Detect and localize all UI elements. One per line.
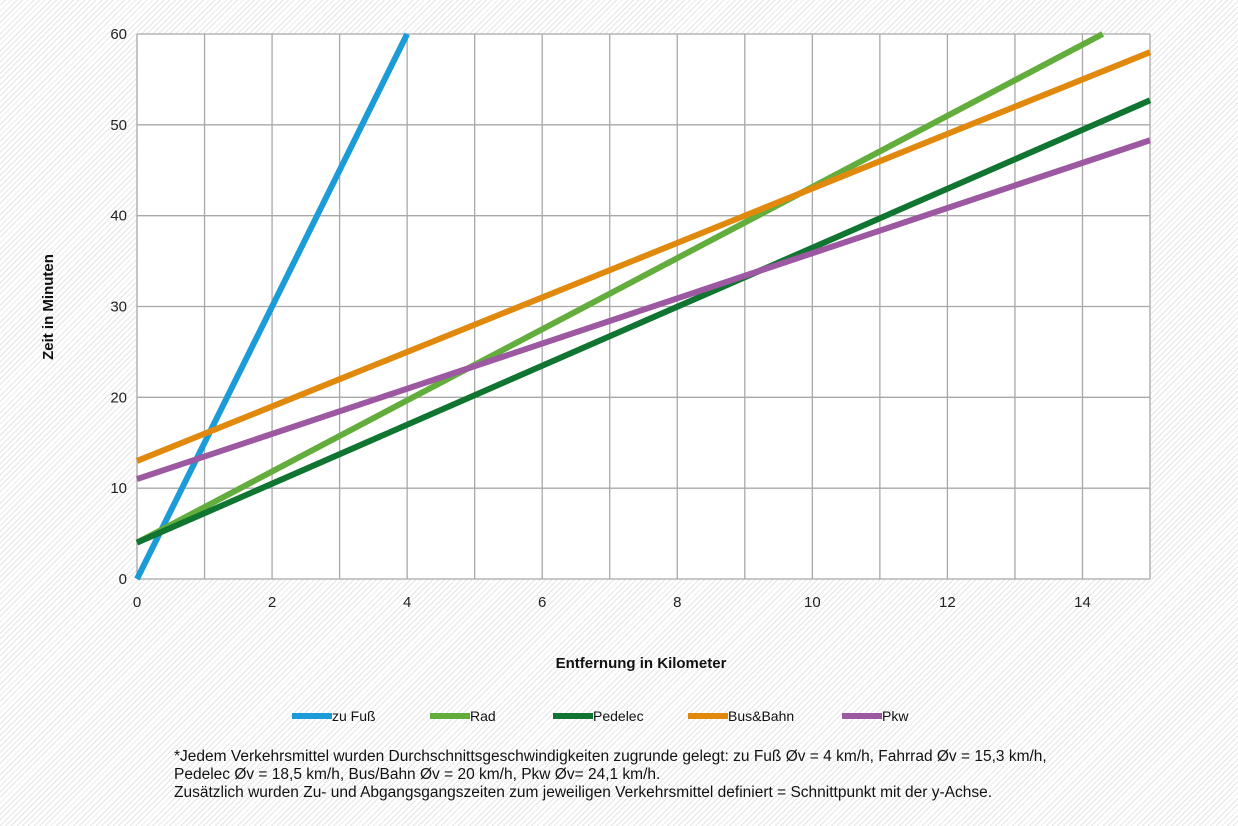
footnote: *Jedem Verkehrsmittel wurden Durchschnit… — [174, 748, 1234, 802]
legend-label: Rad — [470, 708, 496, 724]
y-tick-label: 0 — [119, 571, 127, 588]
y-tick-label: 50 — [110, 117, 127, 134]
series-line — [135, 49, 1152, 464]
x-tick-label: 0 — [133, 594, 141, 611]
y-tick-label: 30 — [110, 299, 127, 316]
travel-time-chart: 0 10 20 30 40 50 60 0 2 4 6 8 10 12 14 Zeit in Minute… — [40, 26, 1152, 724]
series-line — [135, 97, 1152, 546]
series-line — [135, 31, 1105, 546]
x-axis-ticks: 0 2 4 6 8 10 12 14 — [133, 594, 1091, 611]
y-axis-ticks: 0 10 20 30 40 50 60 — [110, 26, 127, 588]
legend-label: zu Fuß — [332, 708, 376, 724]
x-tick-label: 4 — [403, 594, 411, 611]
x-tick-label: 2 — [268, 594, 276, 611]
x-tick-label: 14 — [1074, 594, 1091, 611]
legend: zu Fuß Rad Pedelec Bus&Bahn Pkw — [292, 708, 909, 724]
footnote-line-3: Zusätzlich wurden Zu- und Abgangsgangsze… — [174, 784, 993, 801]
y-axis-title: Zeit in Minuten — [40, 254, 57, 360]
series-line — [136, 137, 1151, 482]
y-tick-label: 60 — [110, 26, 127, 43]
y-tick-label: 40 — [110, 208, 127, 225]
x-axis-title: Entfernung in Kilometer — [556, 655, 727, 672]
legend-label: Bus&Bahn — [728, 708, 794, 724]
legend-label: Pedelec — [593, 708, 644, 724]
x-tick-label: 10 — [804, 594, 821, 611]
x-tick-label: 6 — [538, 594, 546, 611]
x-tick-label: 12 — [939, 594, 956, 611]
grid-lines — [136, 33, 1151, 580]
footnote-line-2: Pedelec Øv = 18,5 km/h, Bus/Bahn Øv = 20… — [174, 766, 661, 783]
legend-label: Pkw — [882, 708, 909, 724]
x-tick-label: 8 — [673, 594, 681, 611]
series-line — [134, 32, 410, 581]
footnote-line-1: *Jedem Verkehrsmittel wurden Durchschnit… — [174, 748, 1047, 765]
series-lines — [134, 31, 1152, 581]
y-tick-label: 20 — [110, 389, 127, 406]
y-tick-label: 10 — [110, 480, 127, 497]
